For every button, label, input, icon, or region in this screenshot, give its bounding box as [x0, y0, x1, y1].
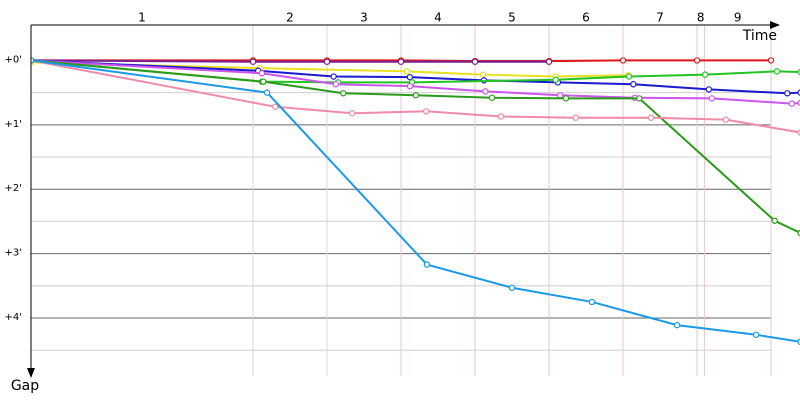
lap-point — [479, 71, 487, 78]
lap-point — [403, 68, 411, 75]
series-line — [31, 61, 629, 78]
lap-point — [332, 81, 340, 88]
lap-point — [753, 331, 760, 338]
lap-point — [771, 217, 778, 224]
lap-label: 6 — [582, 11, 590, 25]
plot-area — [31, 57, 800, 346]
series-line — [31, 59, 800, 343]
lap-point — [784, 90, 791, 97]
lap-point — [773, 68, 781, 75]
lap-label: 7 — [656, 11, 664, 25]
lap-point — [625, 73, 633, 80]
lap-point — [323, 58, 331, 65]
lap-point — [412, 91, 419, 99]
lap-label: 4 — [434, 11, 442, 25]
lap-label: 1 — [138, 11, 146, 25]
y-axis-label: Gap — [11, 378, 39, 394]
lap-point — [260, 78, 267, 85]
lap-point — [556, 91, 564, 99]
lap-point — [552, 76, 559, 83]
lap-point — [348, 110, 356, 117]
lap-point — [330, 73, 337, 80]
y-tick-label: +0' — [5, 54, 23, 65]
lap-point — [630, 81, 637, 88]
lap-label: 3 — [360, 11, 368, 25]
lap-point — [406, 82, 414, 90]
series-line — [31, 59, 549, 63]
lap-point — [471, 58, 479, 65]
y-tick-label: +1' — [5, 119, 23, 130]
x-axis-arrow — [770, 21, 780, 29]
lap-point — [482, 88, 489, 95]
y-tick-label: +4' — [5, 312, 23, 323]
lap-point — [31, 57, 35, 64]
lap-point — [397, 58, 405, 65]
lap-point — [636, 95, 643, 102]
lap-point — [572, 114, 579, 121]
lap-point — [406, 73, 414, 81]
lap-point — [497, 113, 505, 120]
lap-point — [588, 298, 596, 306]
lap-point — [619, 57, 627, 64]
lap-point — [788, 100, 795, 107]
lap-point — [249, 58, 257, 65]
lap-point — [272, 103, 279, 110]
y-axis-arrow — [27, 368, 35, 378]
lap-point — [767, 57, 775, 64]
lap-point — [545, 58, 553, 65]
lap-point — [263, 89, 271, 96]
lap-point — [708, 95, 716, 102]
lap-point — [693, 57, 701, 64]
lap-label: 9 — [734, 11, 742, 25]
lap-point — [508, 284, 516, 291]
y-tick-label: +2' — [5, 183, 23, 194]
lap-point — [258, 70, 266, 77]
series-line — [31, 59, 800, 105]
lap-point — [423, 261, 431, 268]
lap-point — [488, 94, 496, 101]
lap-point — [673, 321, 681, 329]
lap-point — [647, 114, 655, 121]
lap-label: 8 — [697, 11, 705, 25]
lap-point — [701, 71, 709, 78]
lap-label: 5 — [508, 11, 516, 25]
lap-point — [422, 108, 430, 115]
lap-point — [340, 90, 347, 97]
lap-label: 2 — [286, 11, 294, 25]
y-tick-label: +3' — [5, 248, 23, 259]
lap-point — [705, 86, 713, 93]
lap-point — [562, 95, 570, 102]
lap-point — [722, 116, 730, 123]
x-axis-label: Time — [742, 28, 777, 44]
